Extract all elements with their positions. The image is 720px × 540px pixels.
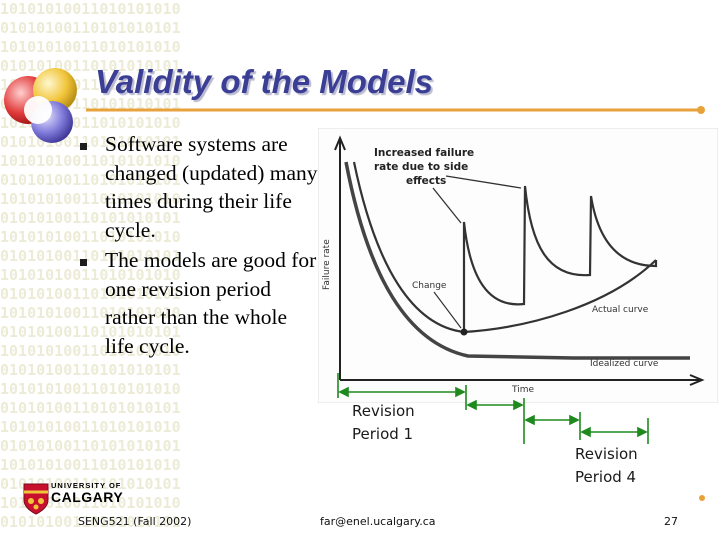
failure-rate-figure: Failure rate Time Idealized curve Actual… bbox=[318, 128, 718, 403]
annotation-arrows bbox=[432, 175, 522, 224]
university-crest-icon bbox=[23, 483, 49, 515]
bullet-square-icon bbox=[80, 259, 87, 266]
university-line-1: UNIVERSITY OF bbox=[51, 481, 122, 490]
change-arrow bbox=[433, 291, 462, 329]
revision-period-4-line-2: Period 4 bbox=[575, 468, 637, 486]
bullet-list: Software systems are changed (updated) m… bbox=[80, 130, 320, 362]
revision-period-1-line-1: Revision bbox=[352, 402, 415, 420]
university-line-2: CALGARY bbox=[51, 489, 124, 505]
slide-title: Validity of the Models bbox=[95, 63, 433, 100]
idealized-curve-label: Idealized curve bbox=[590, 359, 659, 369]
y-axis-label: Failure rate bbox=[322, 239, 332, 290]
annotation-line-1: Increased failure bbox=[374, 147, 474, 159]
actual-curve-trend bbox=[463, 259, 657, 334]
bullet-square-icon bbox=[80, 143, 87, 150]
revision-period-4-label: Revision Period 4 bbox=[575, 443, 638, 489]
bullet-item: Software systems are changed (updated) m… bbox=[80, 130, 320, 244]
actual-curve-label: Actual curve bbox=[592, 305, 649, 315]
x-axis-label: Time bbox=[511, 385, 534, 395]
annotation-text: Increased failure rate due to side effec… bbox=[374, 147, 478, 187]
revision-period-1-line-2: Period 1 bbox=[352, 425, 414, 443]
revision-period-1-label: Revision Period 1 bbox=[352, 400, 415, 446]
revision-period-4-line-1: Revision bbox=[575, 445, 638, 463]
change-label: Change bbox=[412, 281, 447, 291]
figure-axes bbox=[334, 135, 705, 386]
annotation-line-2: rate due to side bbox=[374, 161, 468, 173]
bullet-text: The models are good for one revision per… bbox=[105, 248, 317, 358]
bullet-item: The models are good for one revision per… bbox=[80, 246, 320, 360]
footer-email: far@enel.ucalgary.ca bbox=[320, 515, 436, 528]
bullet-text: Software systems are changed (updated) m… bbox=[105, 132, 318, 242]
actual-curve bbox=[352, 161, 658, 334]
sphere-logo-icon bbox=[4, 68, 77, 143]
footer-page-number: 27 bbox=[664, 515, 678, 528]
annotation-line-3: effects bbox=[406, 175, 446, 187]
idealized-curve bbox=[344, 161, 690, 360]
footer-course: SENG521 (Fall 2002) bbox=[78, 515, 192, 528]
university-wordmark: UNIVERSITY OF CALGARY bbox=[51, 481, 123, 505]
change-point bbox=[460, 328, 468, 336]
